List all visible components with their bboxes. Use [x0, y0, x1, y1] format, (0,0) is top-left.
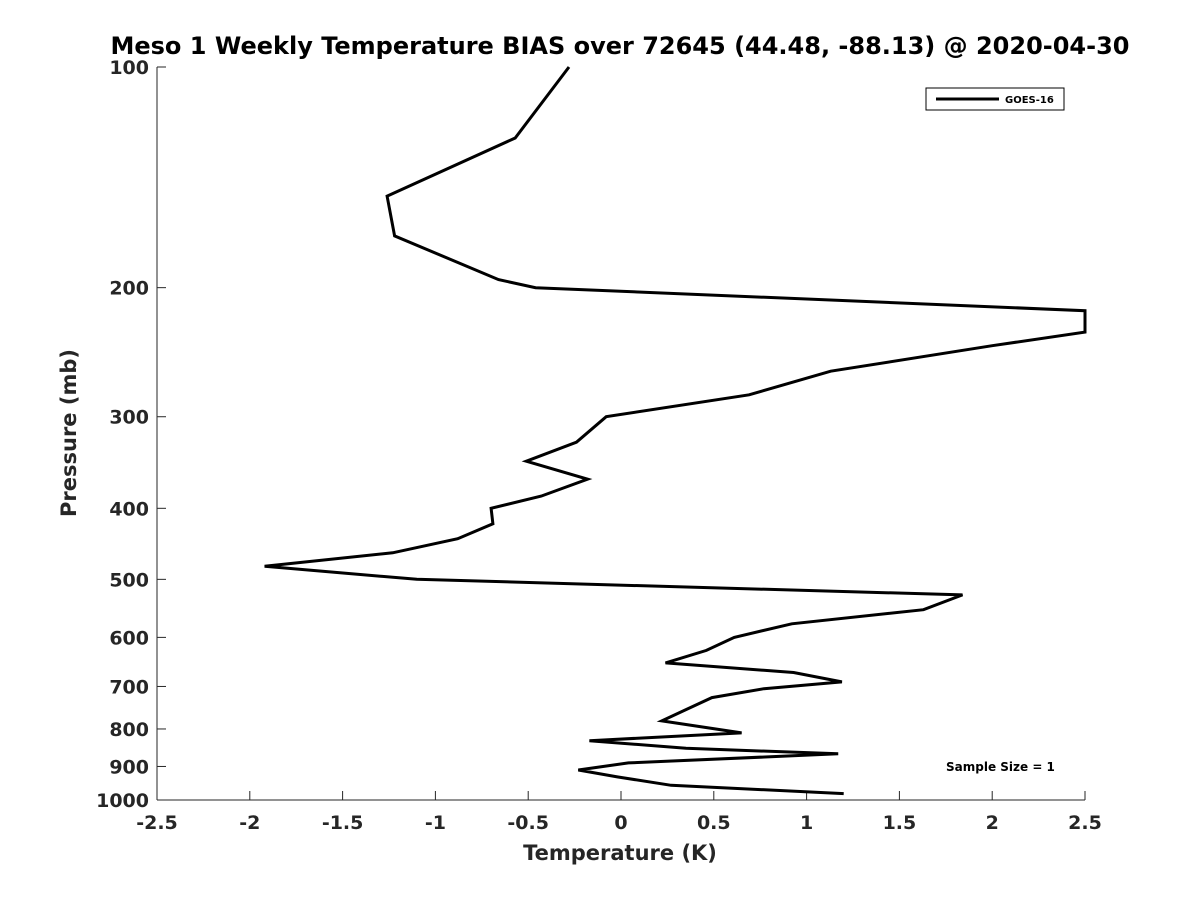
- x-tick-label: 0.5: [697, 812, 731, 834]
- x-tick-label: 2: [986, 812, 999, 834]
- x-tick-label: -1.5: [322, 812, 364, 834]
- series-line-goes-16: [264, 66, 1087, 796]
- x-tick-label: 1: [800, 812, 813, 834]
- sample-size-annotation: Sample Size = 1: [946, 760, 1055, 774]
- x-tick-label: -2.5: [136, 812, 178, 834]
- y-tick-label: 800: [109, 719, 149, 741]
- y-tick-label: 300: [109, 407, 149, 429]
- x-axis-label: Temperature (K): [523, 841, 717, 865]
- y-tick-label: 600: [109, 627, 149, 649]
- y-tick-label: 100: [109, 57, 149, 79]
- y-tick-label: 200: [109, 278, 149, 300]
- y-axis-ticks: 100 200 300 400 500 600 700 800 900 1000: [96, 57, 166, 812]
- legend-label-goes-16: GOES-16: [1005, 95, 1054, 106]
- y-tick-label: 500: [109, 569, 149, 591]
- x-axis-ticks: -2.5 -2 -1.5 -1 -0.5 0 0.5 1 1.5 2 2.5: [136, 791, 1102, 834]
- y-tick-label: 1000: [96, 790, 149, 812]
- x-tick-label: -0.5: [507, 812, 549, 834]
- x-tick-label: -2: [239, 812, 260, 834]
- x-tick-label: -1: [425, 812, 446, 834]
- x-tick-label: 2.5: [1068, 812, 1102, 834]
- y-axis-label: Pressure (mb): [57, 349, 81, 517]
- x-tick-label: 0: [614, 812, 627, 834]
- series-layer: [264, 66, 1087, 796]
- y-tick-label: 700: [109, 676, 149, 698]
- legend: GOES-16: [925, 87, 1065, 111]
- y-tick-label: 900: [109, 756, 149, 778]
- chart-title: Meso 1 Weekly Temperature BIAS over 7264…: [110, 32, 1129, 60]
- y-tick-label: 400: [109, 498, 149, 520]
- x-tick-label: 1.5: [883, 812, 917, 834]
